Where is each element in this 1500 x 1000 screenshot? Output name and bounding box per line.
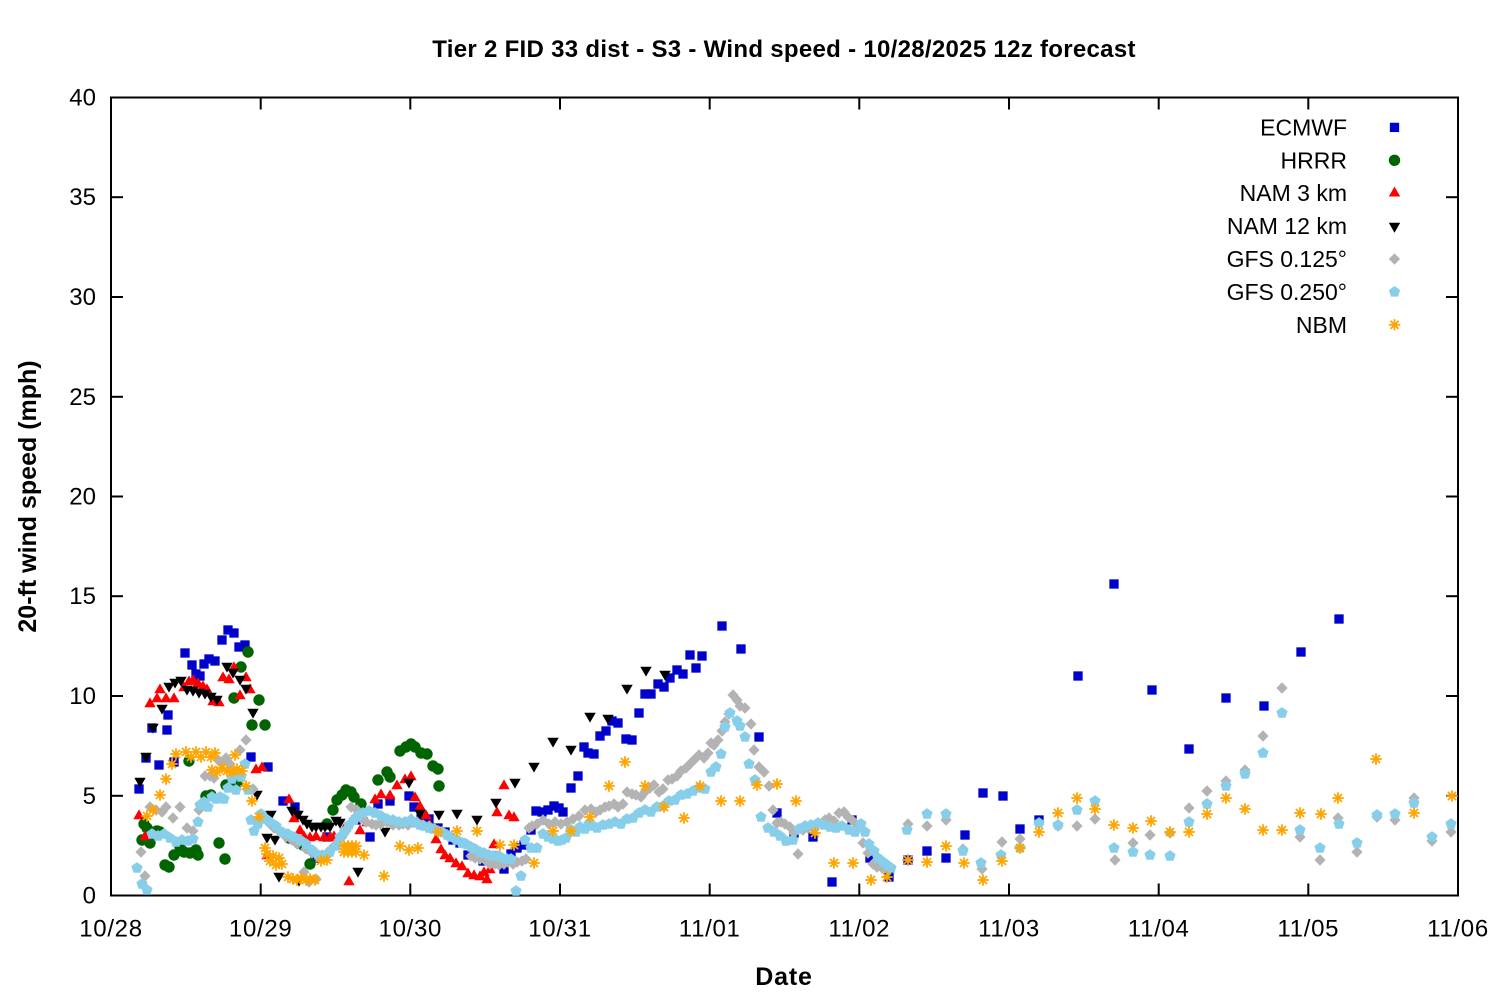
- svg-text:Date: Date: [755, 963, 812, 991]
- svg-text:Tier 2 FID 33 dist - S3 - Wind: Tier 2 FID 33 dist - S3 - Wind speed - 1…: [432, 36, 1136, 63]
- svg-text:30: 30: [69, 284, 96, 311]
- svg-text:10/30: 10/30: [379, 916, 443, 943]
- svg-text:10/31: 10/31: [528, 916, 592, 943]
- svg-text:5: 5: [83, 783, 96, 810]
- svg-text:15: 15: [69, 583, 96, 610]
- svg-text:11/05: 11/05: [1277, 916, 1339, 943]
- svg-text:NAM 12 km: NAM 12 km: [1227, 213, 1347, 239]
- svg-text:GFS 0.125°: GFS 0.125°: [1227, 246, 1347, 272]
- svg-text:10: 10: [69, 683, 96, 710]
- svg-text:25: 25: [69, 384, 96, 411]
- svg-text:NAM 3 km: NAM 3 km: [1240, 180, 1347, 206]
- svg-text:GFS 0.250°: GFS 0.250°: [1227, 279, 1347, 305]
- svg-text:11/01: 11/01: [679, 916, 741, 943]
- svg-text:11/02: 11/02: [828, 916, 890, 943]
- svg-text:NBM: NBM: [1296, 312, 1347, 338]
- svg-text:40: 40: [69, 85, 96, 112]
- svg-text:10/29: 10/29: [229, 916, 293, 943]
- svg-text:35: 35: [69, 184, 96, 211]
- svg-text:HRRR: HRRR: [1281, 147, 1347, 173]
- svg-text:11/04: 11/04: [1128, 916, 1190, 943]
- svg-text:10/28: 10/28: [79, 916, 143, 943]
- svg-text:0: 0: [83, 883, 96, 910]
- svg-text:20-ft wind speed (mph): 20-ft wind speed (mph): [14, 360, 42, 632]
- svg-text:11/03: 11/03: [978, 916, 1040, 943]
- svg-text:20: 20: [69, 484, 96, 511]
- svg-text:ECMWF: ECMWF: [1260, 114, 1347, 140]
- svg-text:11/06: 11/06: [1427, 916, 1489, 943]
